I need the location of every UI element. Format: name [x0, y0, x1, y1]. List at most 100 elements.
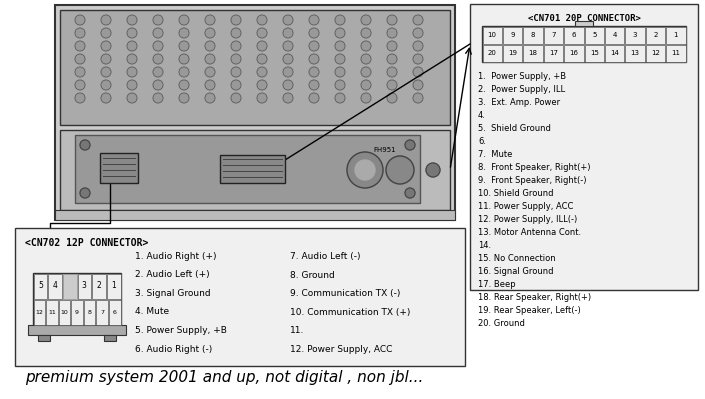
- Circle shape: [231, 28, 241, 38]
- Circle shape: [179, 41, 189, 51]
- Text: FH951: FH951: [374, 147, 396, 153]
- Bar: [482, 26, 686, 62]
- Circle shape: [335, 28, 345, 38]
- Circle shape: [179, 54, 189, 64]
- Text: <CN701 20P CONNECTOR>: <CN701 20P CONNECTOR>: [527, 14, 640, 23]
- Circle shape: [387, 80, 397, 90]
- Bar: [482, 45, 502, 61]
- Circle shape: [231, 41, 241, 51]
- Circle shape: [101, 28, 111, 38]
- Circle shape: [257, 15, 267, 25]
- Bar: [666, 26, 685, 43]
- Circle shape: [257, 54, 267, 64]
- Circle shape: [205, 41, 215, 51]
- Text: 16. Signal Ground: 16. Signal Ground: [478, 267, 553, 276]
- Text: 10: 10: [61, 310, 68, 314]
- Bar: [34, 273, 47, 298]
- Text: 2: 2: [97, 282, 102, 290]
- Circle shape: [80, 140, 90, 150]
- Circle shape: [335, 15, 345, 25]
- Circle shape: [127, 54, 137, 64]
- Text: 15. No Connection: 15. No Connection: [478, 254, 556, 263]
- Bar: [38, 335, 50, 341]
- Circle shape: [361, 67, 371, 77]
- Bar: [75, 135, 420, 203]
- Circle shape: [426, 163, 440, 177]
- Bar: [15, 228, 465, 366]
- Circle shape: [257, 41, 267, 51]
- Text: 7: 7: [100, 310, 104, 314]
- Bar: [564, 45, 584, 61]
- Circle shape: [387, 54, 397, 64]
- Circle shape: [257, 67, 267, 77]
- Circle shape: [413, 67, 423, 77]
- Circle shape: [283, 93, 293, 103]
- Text: 10. Communication TX (+): 10. Communication TX (+): [290, 308, 410, 316]
- Text: 9: 9: [510, 32, 515, 38]
- Text: 2: 2: [654, 32, 658, 38]
- Circle shape: [283, 54, 293, 64]
- Circle shape: [75, 54, 85, 64]
- Circle shape: [231, 54, 241, 64]
- Text: premium system 2001 and up, not digital , non jbl...: premium system 2001 and up, not digital …: [25, 370, 424, 385]
- Circle shape: [231, 80, 241, 90]
- Text: 3: 3: [82, 282, 87, 290]
- Circle shape: [205, 80, 215, 90]
- Circle shape: [127, 15, 137, 25]
- Text: 17. Beep: 17. Beep: [478, 280, 515, 289]
- Circle shape: [205, 67, 215, 77]
- Circle shape: [309, 93, 319, 103]
- Circle shape: [309, 67, 319, 77]
- Text: 1: 1: [111, 282, 116, 290]
- Circle shape: [101, 80, 111, 90]
- Circle shape: [75, 15, 85, 25]
- Circle shape: [127, 93, 137, 103]
- Bar: [523, 26, 543, 43]
- Bar: [46, 300, 58, 324]
- Text: 11: 11: [48, 310, 56, 314]
- Circle shape: [355, 160, 375, 180]
- Circle shape: [413, 93, 423, 103]
- Text: 20: 20: [488, 50, 496, 56]
- Circle shape: [153, 93, 163, 103]
- Circle shape: [101, 41, 111, 51]
- Text: 10. Shield Ground: 10. Shield Ground: [478, 189, 553, 198]
- Text: 2.  Power Supply, ILL: 2. Power Supply, ILL: [478, 85, 565, 94]
- Bar: [109, 300, 121, 324]
- Bar: [584, 45, 604, 61]
- Bar: [523, 45, 543, 61]
- Circle shape: [127, 67, 137, 77]
- Circle shape: [361, 28, 371, 38]
- Circle shape: [309, 28, 319, 38]
- Circle shape: [127, 41, 137, 51]
- Circle shape: [205, 93, 215, 103]
- Circle shape: [205, 28, 215, 38]
- Text: 3. Signal Ground: 3. Signal Ground: [135, 289, 211, 298]
- Text: 6: 6: [572, 32, 576, 38]
- Circle shape: [75, 41, 85, 51]
- Circle shape: [347, 152, 383, 188]
- Circle shape: [101, 54, 111, 64]
- Bar: [605, 26, 625, 43]
- Circle shape: [283, 41, 293, 51]
- Circle shape: [361, 93, 371, 103]
- Text: 7.  Mute: 7. Mute: [478, 150, 513, 159]
- Circle shape: [80, 188, 90, 198]
- Text: 16: 16: [570, 50, 578, 56]
- Circle shape: [153, 28, 163, 38]
- Text: 12. Power Supply, ILL(-): 12. Power Supply, ILL(-): [478, 215, 577, 224]
- Circle shape: [205, 15, 215, 25]
- Text: 14: 14: [610, 50, 619, 56]
- Text: 14.: 14.: [478, 241, 491, 250]
- Circle shape: [405, 188, 415, 198]
- Circle shape: [413, 54, 423, 64]
- Bar: [564, 26, 584, 43]
- Text: 5.  Shield Ground: 5. Shield Ground: [478, 124, 551, 133]
- Circle shape: [153, 67, 163, 77]
- Text: 4: 4: [613, 32, 617, 38]
- Bar: [544, 26, 563, 43]
- Text: 4: 4: [53, 282, 57, 290]
- Circle shape: [179, 15, 189, 25]
- Circle shape: [387, 93, 397, 103]
- Circle shape: [361, 15, 371, 25]
